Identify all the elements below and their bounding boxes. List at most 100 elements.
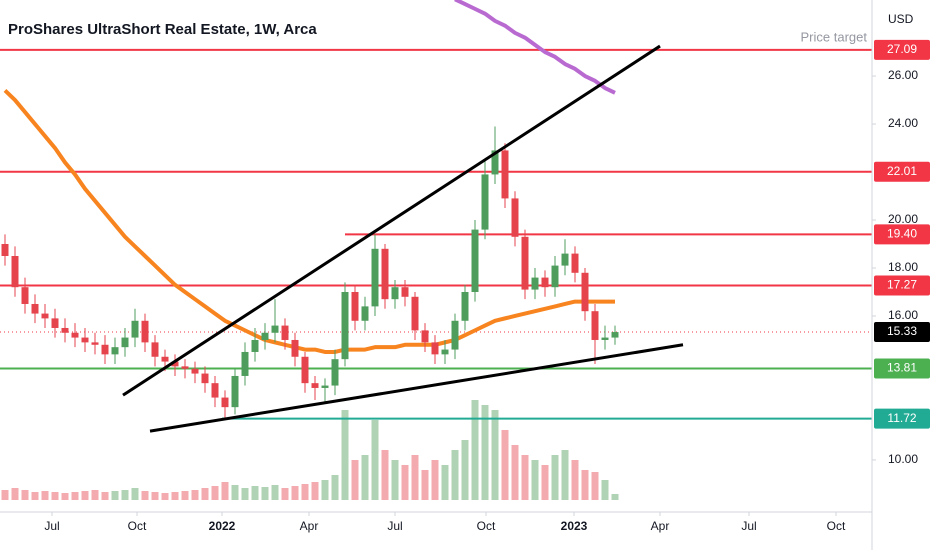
candle-body <box>451 320 459 350</box>
volume-bar <box>601 480 609 500</box>
volume-bar <box>281 488 289 500</box>
level-badge <box>874 358 930 379</box>
volume-bar <box>561 450 569 500</box>
candle-body <box>531 277 539 290</box>
x-tick-label: Oct <box>128 519 147 533</box>
candle-body <box>561 253 569 266</box>
volume-bar <box>111 491 119 500</box>
volume-bar <box>141 491 149 500</box>
level-badge <box>874 408 930 429</box>
x-tick-label: Jul <box>741 519 756 533</box>
candle-body <box>61 327 69 333</box>
volume-bar <box>611 494 619 500</box>
moving-average <box>3 89 615 354</box>
volume-bar <box>581 470 589 500</box>
y-tick-label: 18.00 <box>888 260 918 274</box>
y-tick-label: 20.00 <box>888 212 918 226</box>
volume-bar <box>391 460 399 500</box>
volume-bar <box>81 491 89 500</box>
volume-bar <box>511 445 519 500</box>
volume-bar <box>381 450 389 500</box>
volume-bar <box>41 491 49 500</box>
candle-body <box>321 385 329 388</box>
candle-body <box>91 342 99 345</box>
candle-body <box>391 287 399 300</box>
level-badge-label: 19.40 <box>887 227 917 241</box>
plot-area <box>0 0 872 500</box>
x-tick-label: Apr <box>651 519 670 533</box>
candle-body <box>381 248 389 300</box>
candle-body <box>201 373 209 384</box>
volume-bar <box>301 484 309 500</box>
volume-bar <box>531 460 539 500</box>
candle-body <box>1 244 9 256</box>
candle-body <box>21 287 29 304</box>
candle-body <box>551 265 559 288</box>
candle-body <box>111 347 119 355</box>
candle-body <box>291 339 299 357</box>
candle-body <box>251 339 259 352</box>
candle-body <box>171 361 179 367</box>
x-tick-label: 2022 <box>209 519 236 533</box>
candle-body <box>521 236 529 290</box>
candle-body <box>581 272 589 312</box>
volume-bar <box>251 486 259 500</box>
x-tick-label: Oct <box>827 519 846 533</box>
volume-bar <box>101 492 109 500</box>
chart-title: ProShares UltraShort Real Estate, 1W, Ar… <box>8 21 317 38</box>
volume-bar <box>161 493 169 500</box>
volume-bar <box>231 485 239 500</box>
candle-body <box>401 287 409 297</box>
volume-bar <box>401 465 409 500</box>
volume-bar <box>521 455 529 500</box>
level-badge <box>874 224 930 245</box>
x-tick-label: Oct <box>477 519 496 533</box>
x-tick-label: Jul <box>387 519 402 533</box>
candle-body <box>221 397 229 408</box>
x-tick-label: Apr <box>300 519 319 533</box>
volume-bar <box>551 455 559 500</box>
currency: USD <box>888 12 914 26</box>
candle-body <box>411 296 419 331</box>
volume-bar <box>181 491 189 500</box>
candle-body <box>51 318 59 328</box>
volume-bar <box>461 440 469 500</box>
y-tick-label: 16.00 <box>888 308 918 322</box>
candle-body <box>571 253 579 273</box>
candle-body <box>211 383 219 398</box>
volume-bar <box>311 482 319 500</box>
volume-bar <box>491 410 499 500</box>
level-badge <box>874 275 930 296</box>
volume-bar <box>1 490 9 500</box>
volume-bar <box>371 420 379 500</box>
candle-body <box>471 229 479 292</box>
candle-body <box>541 277 549 288</box>
level-badge-label: 13.81 <box>887 361 917 375</box>
candle-body <box>341 291 349 360</box>
candle-body <box>611 332 619 338</box>
candle-body <box>301 356 309 384</box>
candle-body <box>81 337 89 343</box>
volume-bar <box>171 492 179 500</box>
last-price-badge <box>874 322 930 343</box>
volume-bar <box>481 405 489 500</box>
candle-body <box>101 344 109 355</box>
candle-body <box>261 332 269 340</box>
candle-body <box>71 332 79 338</box>
volume-bar <box>71 492 79 500</box>
volume-bar <box>501 430 509 500</box>
trendline <box>149 343 684 433</box>
volume-bar <box>271 485 279 500</box>
candle-body <box>351 291 359 321</box>
candle-body <box>181 366 189 369</box>
level-badge <box>874 161 930 182</box>
candle-body <box>331 359 339 386</box>
candle-body <box>491 150 499 175</box>
candle-body <box>431 342 439 355</box>
volume-bar <box>191 490 199 500</box>
volume-bar <box>351 460 359 500</box>
candle-body <box>191 368 199 374</box>
candle-body <box>601 337 609 340</box>
candle-body <box>361 306 369 321</box>
